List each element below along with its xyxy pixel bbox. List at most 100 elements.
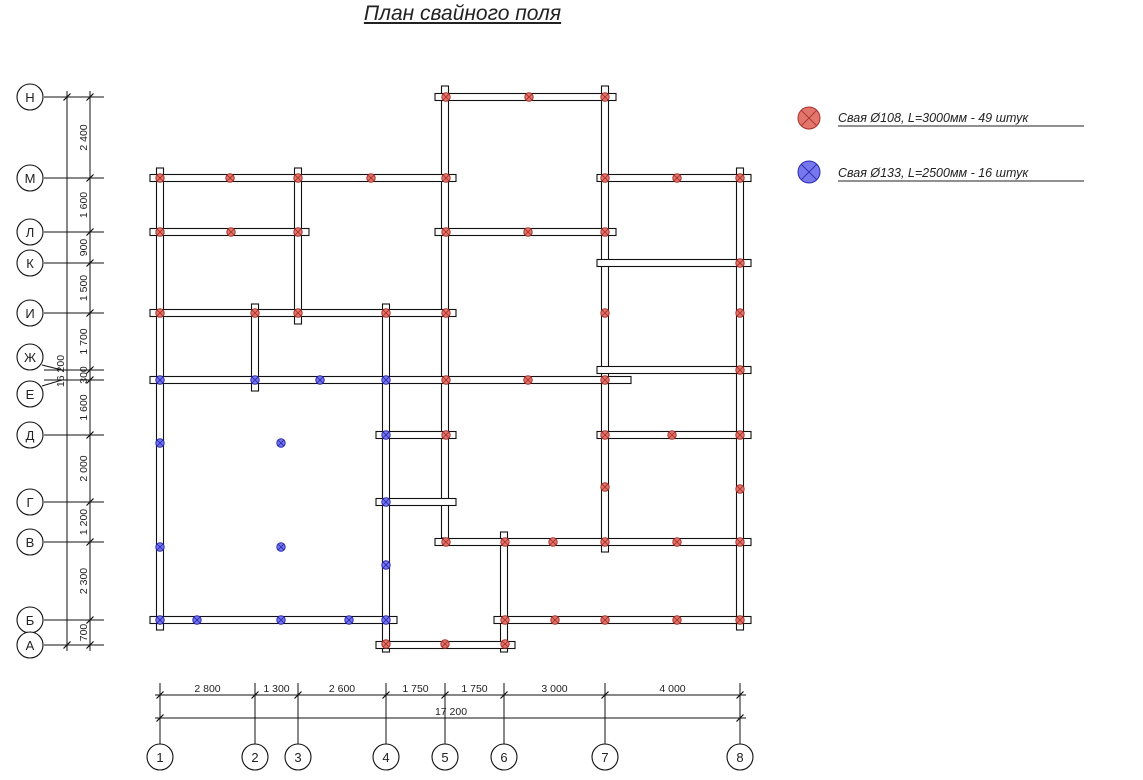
pile-108 (600, 482, 610, 492)
beam-horizontal (375, 497, 457, 507)
pile-cross (525, 93, 533, 101)
axis-y-label: Д (26, 428, 35, 443)
axis-x-label: 2 (251, 750, 258, 765)
pile-108 (293, 308, 303, 318)
pile-108 (600, 537, 610, 547)
pile-cross (226, 174, 234, 182)
dimension-tick (63, 93, 71, 101)
dimension-tick (601, 691, 609, 699)
pile-133 (381, 375, 391, 385)
beam-horizontal (149, 308, 457, 318)
dimension-x-label: 2 800 (194, 683, 220, 695)
pile-108 (225, 173, 235, 183)
dimension-tick (251, 691, 259, 699)
legend-label-pile-108: Свая Ø108, L=3000мм - 49 штук (838, 111, 1029, 125)
pile-108 (600, 92, 610, 102)
axis-bubble (431, 743, 459, 771)
plan-title: План свайного поля (363, 2, 562, 25)
pile-cross (551, 616, 559, 624)
pile-133 (381, 615, 391, 625)
axis-bubble (16, 343, 44, 371)
pile-108 (440, 639, 450, 649)
dimension-tick (86, 366, 94, 374)
dimension-x-label: 1 750 (402, 683, 428, 695)
axis-x-4: 4 (372, 743, 400, 771)
pile-133 (155, 615, 165, 625)
dimension-tick (736, 714, 744, 722)
pile-133 (155, 438, 165, 448)
dimension-tick (86, 641, 94, 649)
pile-cross (156, 174, 164, 182)
axis-y-label: Б (26, 613, 35, 628)
axis-x-label: 1 (156, 750, 163, 765)
axis-y-Н: Н (16, 83, 44, 111)
axis-x-label: 4 (382, 750, 389, 765)
pile-108 (524, 92, 534, 102)
legend-item-pile-108: Свая Ø108, L=3000мм - 49 штук (797, 106, 1084, 130)
pile-cross (442, 93, 450, 101)
axis-x-1: 1 (146, 743, 174, 771)
pile-108 (735, 430, 745, 440)
dimension-y-label: 1 700 (78, 328, 90, 354)
axis-bubble (241, 743, 269, 771)
pile-cross (156, 439, 164, 447)
pile-cross (601, 431, 609, 439)
pile-cross (736, 616, 744, 624)
axis-x-label: 3 (294, 750, 301, 765)
legend: Свая Ø108, L=3000мм - 49 штук Свая Ø133,… (797, 106, 1084, 184)
axis-bubble (16, 83, 44, 111)
dimension-tick (86, 616, 94, 624)
pile-cross (382, 309, 390, 317)
pile-cross (601, 376, 609, 384)
pile-108 (441, 173, 451, 183)
pile-cross (501, 538, 509, 546)
pile-cross (345, 616, 353, 624)
beam-vertical (293, 167, 303, 325)
pile-cross (601, 174, 609, 182)
pile-cross (382, 376, 390, 384)
dimension-tick (156, 691, 164, 699)
dimension-x-label: 1 300 (263, 683, 289, 695)
dimension-tick (736, 691, 744, 699)
pile-108 (735, 258, 745, 268)
axis-bubble (16, 164, 44, 192)
dimension-y-label: 300 (78, 366, 90, 384)
pile-cross (601, 483, 609, 491)
pile-cross (277, 616, 285, 624)
axis-y-label: К (26, 256, 34, 271)
axis-y-Г: Г (16, 488, 44, 516)
pile-108-icon (797, 106, 821, 130)
axis-leader (41, 379, 63, 387)
pile-cross (601, 616, 609, 624)
pile-cross (668, 431, 676, 439)
dimension-total-y: 16 200 (55, 355, 67, 387)
axis-bubble (16, 380, 44, 408)
pile-cross (294, 228, 302, 236)
axis-y-label: А (26, 638, 35, 653)
pile-108-symbol (797, 106, 821, 130)
pile-108 (366, 173, 376, 183)
pile-133 (155, 375, 165, 385)
pile-133 (155, 542, 165, 552)
pile-108 (735, 484, 745, 494)
pile-108 (548, 537, 558, 547)
pile-cross (156, 616, 164, 624)
axis-y-А: А (16, 631, 44, 659)
pile-108 (523, 227, 533, 237)
pile-cross (294, 174, 302, 182)
pile-108 (293, 227, 303, 237)
beam-vertical (250, 303, 260, 392)
pile-cross (736, 309, 744, 317)
pile-133 (381, 430, 391, 440)
pile-cross (801, 164, 817, 180)
axis-y-label: Е (26, 387, 35, 402)
pile-108 (735, 365, 745, 375)
pile-cross (549, 538, 557, 546)
pile-cross (382, 561, 390, 569)
pile-cross (367, 174, 375, 182)
axis-y-В: В (16, 528, 44, 556)
pile-cross (736, 485, 744, 493)
pile-133-symbol (797, 160, 821, 184)
axis-bubble (372, 743, 400, 771)
pile-108 (381, 639, 391, 649)
